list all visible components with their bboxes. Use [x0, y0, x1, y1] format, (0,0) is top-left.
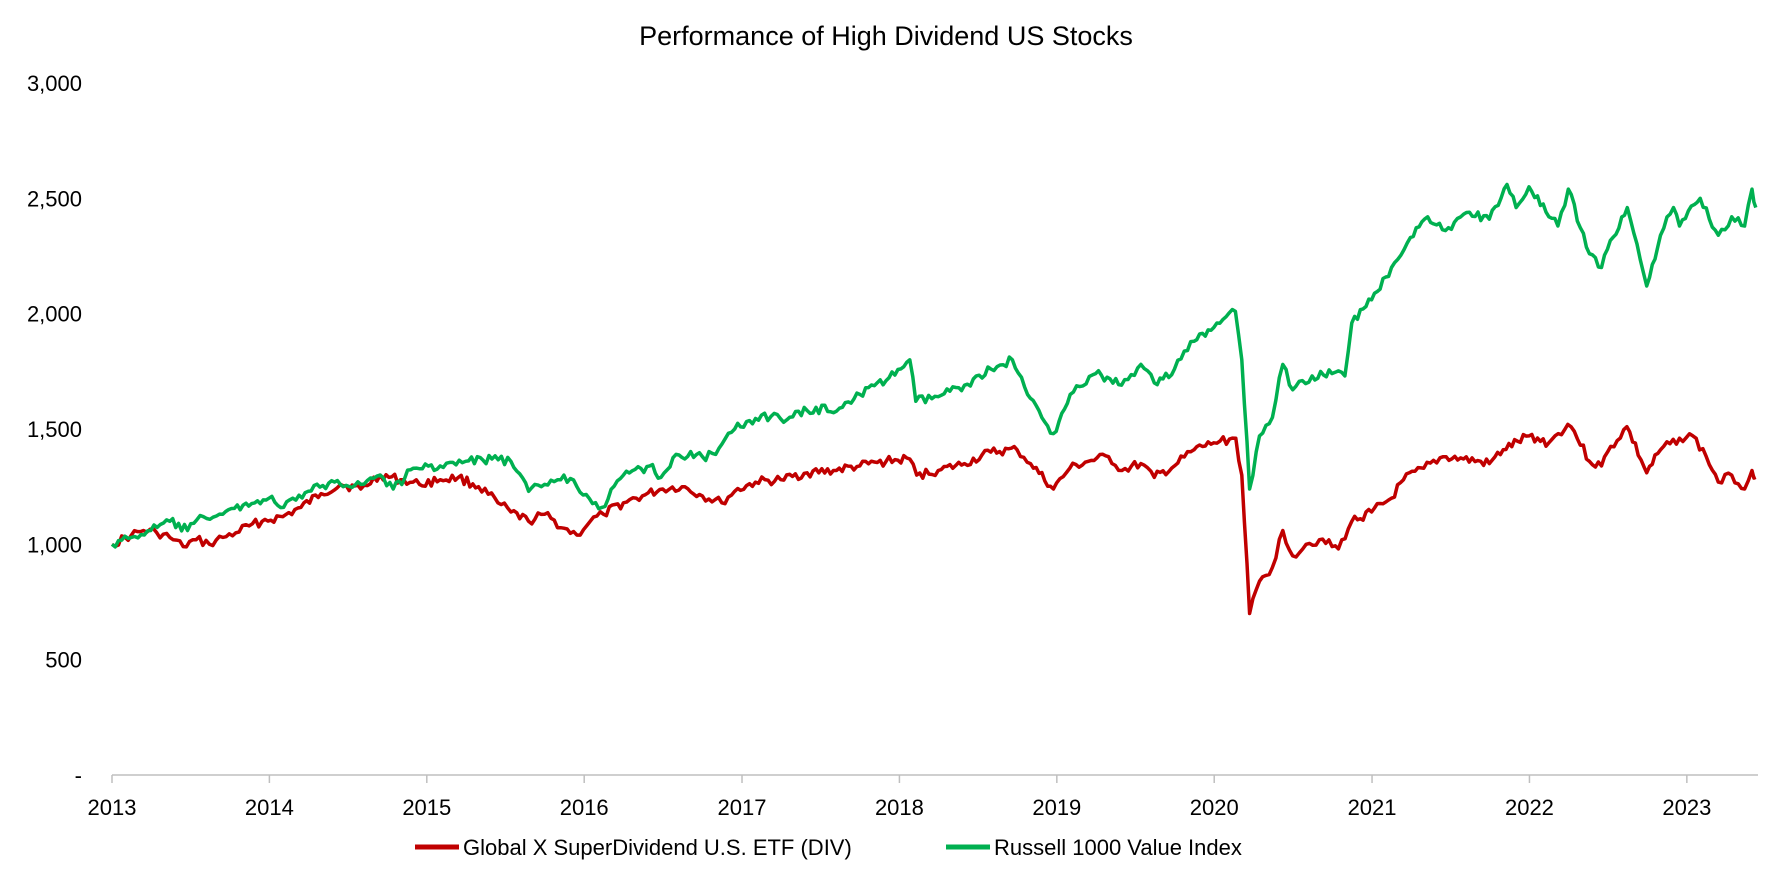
y-tick-label: 1,000	[27, 532, 82, 557]
x-tick-label: 2021	[1348, 795, 1397, 820]
y-tick-label: 3,000	[27, 71, 82, 96]
y-tick-label: 500	[45, 648, 82, 673]
y-tick-label: 2,000	[27, 302, 82, 327]
legend: Global X SuperDividend U.S. ETF (DIV) Rus…	[415, 835, 1242, 860]
y-tick-label: -	[75, 763, 82, 788]
x-tick-label: 2016	[560, 795, 609, 820]
x-tick-label: 2013	[88, 795, 137, 820]
legend-label: Russell 1000 Value Index	[994, 835, 1242, 860]
x-tick-label: 2020	[1190, 795, 1239, 820]
x-tick-label: 2022	[1505, 795, 1554, 820]
x-tick-label: 2023	[1662, 795, 1711, 820]
x-tick-label: 2014	[245, 795, 294, 820]
x-tick-label: 2017	[718, 795, 767, 820]
x-tick-label: 2018	[875, 795, 924, 820]
chart-title: Performance of High Dividend US Stocks	[639, 21, 1133, 51]
y-tick-label: 1,500	[27, 417, 82, 442]
series-line-russell	[110, 182, 1758, 549]
x-tick-label: 2019	[1032, 795, 1081, 820]
y-tick-label: 2,500	[27, 186, 82, 211]
series-line-div	[111, 422, 1757, 616]
x-tick-label: 2015	[402, 795, 451, 820]
plot-area: - 500 1,000 1,500 2,000 2,500 3,000 2013 2014 201…	[27, 71, 1758, 820]
legend-label: Global X SuperDividend U.S. ETF (DIV)	[463, 835, 852, 860]
